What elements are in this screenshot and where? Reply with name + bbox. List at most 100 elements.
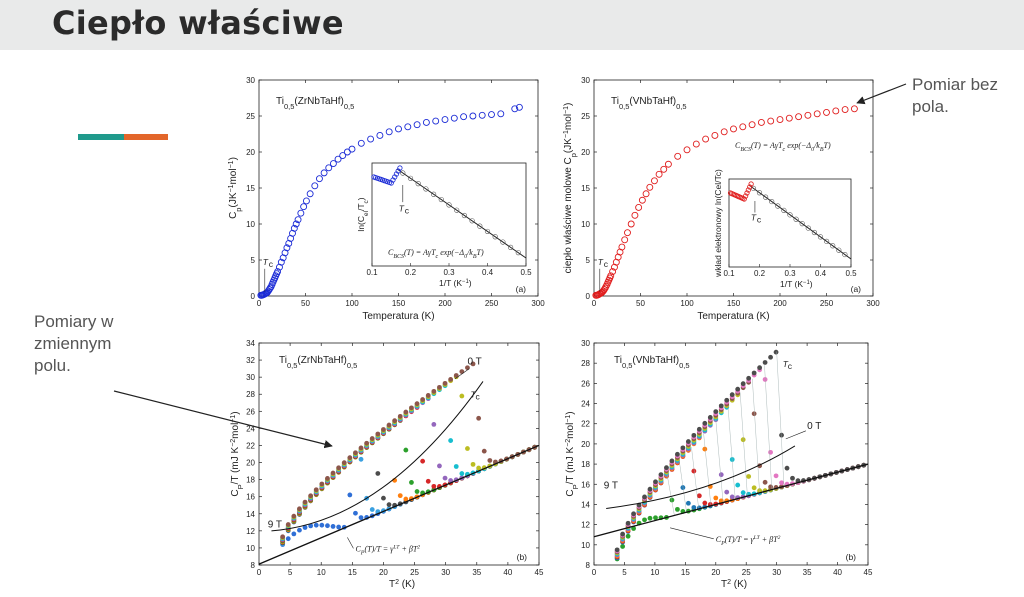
bottom-left-field-point <box>302 525 308 530</box>
top-left-point <box>277 258 285 266</box>
top-right-inset-point-sc <box>747 184 753 190</box>
bottom-left-field-point <box>297 506 302 512</box>
top-left-point <box>294 216 302 224</box>
top-right-inset-point <box>756 190 763 196</box>
bottom-right-field-point <box>702 500 708 506</box>
note-no-field: Pomiar bez pola. <box>912 74 998 118</box>
top-right-inset-formula: CBCS(T) = AγTc exp(−Δ0/kBT) <box>735 141 831 153</box>
top-right-point <box>702 135 710 143</box>
bottom-left-field-point <box>319 522 325 528</box>
top-left-point <box>325 164 333 172</box>
top-left-ytick-label: 5 <box>251 256 256 265</box>
top-left-point <box>395 125 402 133</box>
top-left-tc-label: T <box>263 257 269 267</box>
top-right-tc-label: T <box>598 257 604 267</box>
bottom-right-frame <box>593 342 869 566</box>
top-right-inset-point <box>823 238 830 244</box>
top-right-point <box>638 196 646 204</box>
top-right-inset-point-sc <box>748 181 754 187</box>
top-right-inset-point <box>811 229 818 236</box>
bottom-left-xtick-label: 15 <box>348 568 357 577</box>
bottom-left-tc-sub: c <box>476 392 481 402</box>
bottom-right-field-point <box>779 480 784 486</box>
bottom-left-field-point <box>341 460 347 466</box>
top-left-inset-xtick-label: 0.4 <box>482 268 494 277</box>
bottom-left-field-point <box>386 502 392 508</box>
top-left-xtick-label: 250 <box>485 299 499 308</box>
top-right-ytick-label: 0 <box>586 292 591 301</box>
top-right-xtick-label: 100 <box>680 299 694 308</box>
top-left-point <box>511 105 519 113</box>
bottom-right-field-point <box>724 489 730 495</box>
bottom-right-field-point <box>631 526 636 531</box>
bottom-left-field-point <box>285 522 291 527</box>
top-right-point <box>757 119 765 126</box>
note-no-field-line-2: pola. <box>912 97 949 116</box>
top-right-point <box>674 152 682 160</box>
note-variable-field: Pomiary w zmiennym polu. <box>34 311 144 377</box>
bottom-right-connector <box>679 460 687 513</box>
top-left-ylabel: Cp(JK−1mol−1) <box>228 157 243 219</box>
bottom-right-field-point <box>620 531 626 537</box>
bottom-right-connector <box>764 365 772 490</box>
bottom-left-label-9t: 9 T <box>268 519 282 530</box>
bottom-left-panel-label: (b) <box>517 552 528 562</box>
bottom-right-field-point <box>790 475 795 481</box>
top-right-ytick-label: 30 <box>581 76 590 85</box>
bottom-right-xtick-label: 15 <box>681 568 690 577</box>
top-left-point <box>422 119 430 126</box>
top-left-inset-point <box>484 228 491 235</box>
top-right-panel-label: (a) <box>851 284 862 294</box>
bottom-left-field-point <box>336 465 342 471</box>
top-left-point <box>334 155 342 163</box>
bottom-left-xtick-label: 20 <box>379 568 388 577</box>
bottom-left-ytick-label: 12 <box>246 527 255 536</box>
bottom-left-ytick-label: 20 <box>246 459 255 468</box>
bottom-right-field-point <box>647 486 653 492</box>
bottom-right-field-point <box>696 493 702 499</box>
top-right-inset-point-sc <box>745 187 751 193</box>
bottom-right-field-point <box>729 392 735 398</box>
bottom-right-field-point <box>718 472 724 478</box>
top-right-inset-xtick-label: 0.2 <box>754 269 766 278</box>
top-right-inset-point <box>836 247 842 253</box>
bottom-right-field-point <box>768 354 773 360</box>
bottom-right-field-point <box>751 485 757 491</box>
bottom-right-field-point <box>779 432 784 438</box>
bottom-right-field-point <box>625 533 631 539</box>
bottom-left-formula: CP(T)/T = γLT + βT2 <box>355 544 420 556</box>
bottom-left-field-point <box>392 418 398 424</box>
bottom-right-xtick-label: 45 <box>864 568 873 577</box>
bottom-right-tc-sub: c <box>788 361 793 371</box>
slide-title: Ciepło właściwe <box>52 4 344 42</box>
top-left-inset-point <box>461 212 468 219</box>
bottom-right-field-point <box>669 458 675 464</box>
top-left-point <box>357 139 365 147</box>
top-right-point <box>651 177 658 185</box>
bottom-left-field-point <box>420 397 426 402</box>
top-right-point <box>748 121 756 129</box>
top-left-inset-point <box>500 239 506 245</box>
top-right-inset-point <box>799 221 805 227</box>
top-right-inset-point-sc <box>744 190 750 196</box>
top-left-ytick-label: 30 <box>246 76 255 85</box>
bottom-right-field-point <box>724 397 730 403</box>
top-left-ytick-label: 10 <box>246 220 255 229</box>
bottom-left-field-point <box>414 489 420 494</box>
top-left-inset-point <box>423 186 429 192</box>
bottom-left-label-0t-arrow <box>454 368 470 380</box>
top-left-tc-sub: c <box>269 259 274 269</box>
top-left-inset-frame <box>371 162 527 267</box>
bottom-left-field-point <box>291 513 297 519</box>
bottom-right-xtick-label: 30 <box>772 568 781 577</box>
bottom-left-field-point <box>358 515 364 521</box>
bottom-right-ytick-label: 24 <box>581 400 590 409</box>
top-right-point <box>776 116 784 124</box>
top-left-point <box>367 135 375 143</box>
top-left-point <box>297 209 305 217</box>
bottom-left-field-point <box>397 493 403 499</box>
top-right-inset-point <box>750 185 757 191</box>
bottom-left-ytick-label: 26 <box>246 407 255 416</box>
bottom-right-field-point <box>762 360 768 365</box>
note-variable-field-line-3: polu. <box>34 356 71 375</box>
